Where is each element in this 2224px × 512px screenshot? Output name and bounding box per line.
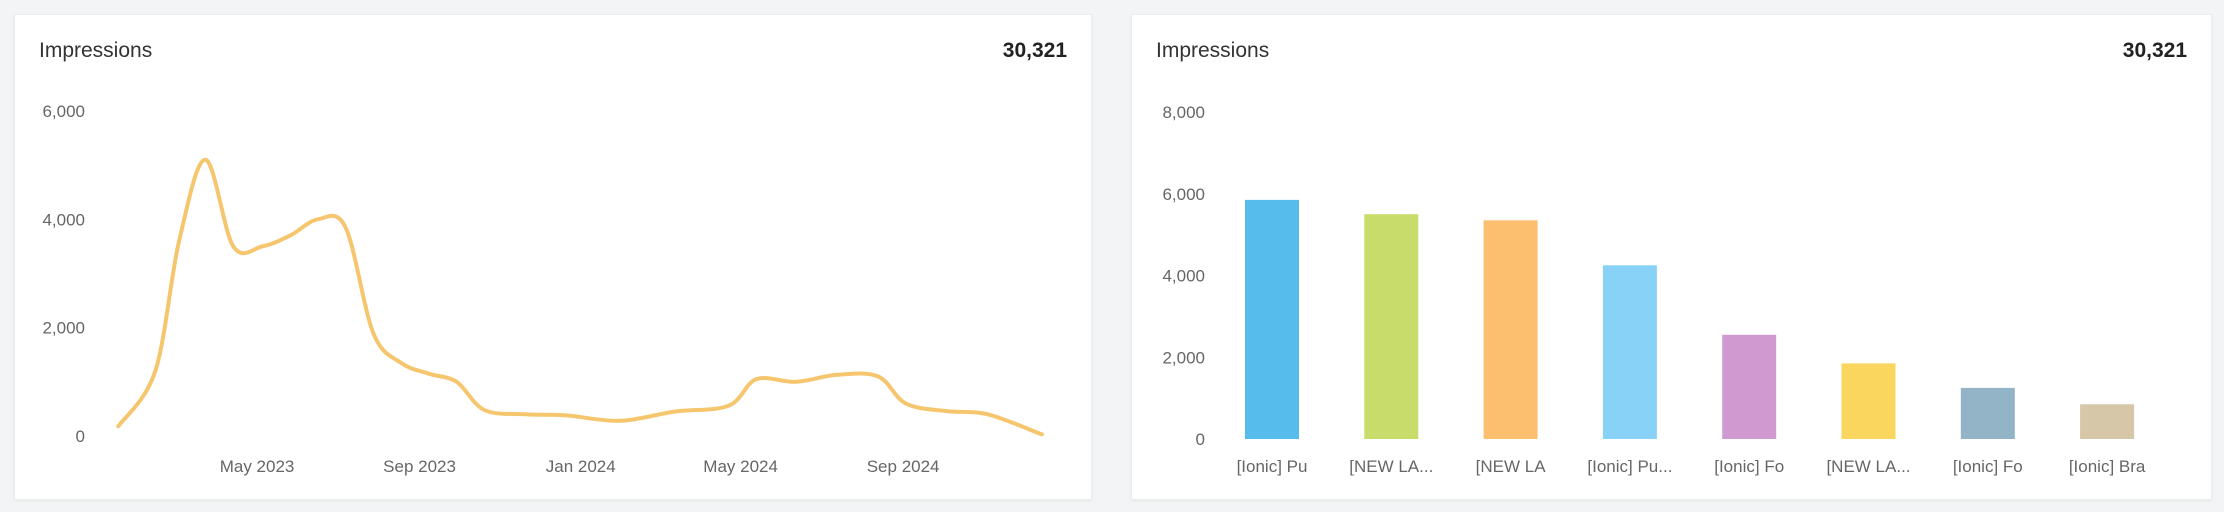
card-title: Impressions	[1156, 39, 1270, 62]
y-tick-label: 8,000	[1162, 103, 1205, 122]
y-tick-label: 4,000	[42, 210, 85, 229]
data-point	[428, 373, 429, 374]
data-point	[317, 219, 318, 220]
data-point	[155, 371, 156, 372]
y-tick-label: 4,000	[1162, 267, 1205, 286]
bar	[1841, 363, 1896, 439]
y-tick-label: 2,000	[1162, 348, 1205, 367]
impressions-line	[116, 157, 1044, 437]
bar	[1602, 265, 1657, 439]
x-tick-label: Sep 2023	[383, 457, 456, 476]
y-tick-label: 0	[76, 427, 85, 446]
bar	[1722, 334, 1777, 439]
data-point	[620, 420, 621, 421]
data-point	[946, 411, 947, 412]
x-tick-label: [NEW LA...	[1349, 457, 1433, 476]
y-tick-label: 2,000	[42, 319, 85, 338]
data-point	[756, 379, 757, 380]
y-tick-label: 6,000	[1162, 185, 1205, 204]
data-point	[262, 246, 263, 247]
y-tick-label: 6,000	[42, 102, 85, 121]
data-point	[987, 414, 988, 415]
bar	[1364, 214, 1419, 439]
data-point	[118, 426, 119, 427]
data-point	[796, 381, 797, 382]
data-point	[179, 241, 180, 242]
line-chart: 0 2,000 4,000 6,000 May 2023 Sep 2023 Jan 2024…	[42, 102, 1044, 476]
x-tick-label: [Ionic] Fo	[1714, 457, 1784, 476]
data-point	[566, 415, 567, 416]
y-tick-label: 0	[1196, 430, 1205, 449]
impressions-line-card: Impressions 30,321 0 2,000 4,000 6,000 May 2…	[14, 14, 1092, 500]
x-tick-label: May 2023	[220, 457, 295, 476]
data-point	[373, 333, 374, 334]
x-tick-label: [Ionic] Fo	[1953, 457, 2023, 476]
bar	[2080, 404, 2135, 439]
x-tick-label: Jan 2024	[546, 457, 616, 476]
bar-chart: 0 2,000 4,000 6,000 8,000 [Ionic] Pu [NEW LA..…	[1162, 103, 2146, 476]
data-point	[233, 246, 234, 247]
bar	[1960, 387, 2015, 439]
x-tick-label: [Ionic] Bra	[2069, 457, 2146, 476]
data-point	[728, 405, 729, 406]
bar	[1483, 220, 1538, 439]
impressions-total: 30,321	[2122, 39, 2187, 62]
x-tick-label: May 2024	[703, 457, 778, 476]
impressions-total: 30,321	[1002, 39, 1067, 62]
card-title: Impressions	[39, 39, 153, 62]
x-tick-label: Sep 2024	[867, 457, 940, 476]
data-point	[837, 374, 838, 375]
data-point	[878, 376, 879, 377]
data-point	[290, 235, 291, 236]
x-tick-label: [Ionic] Pu...	[1587, 457, 1672, 476]
data-point	[1041, 434, 1042, 435]
bar	[1245, 199, 1299, 439]
data-point	[484, 410, 485, 411]
data-point	[456, 381, 457, 382]
data-point	[674, 411, 675, 412]
x-tick-label: [NEW LA...	[1826, 457, 1910, 476]
impressions-bar-card: Impressions 30,321 0 2,000 4,000 6,000 8,000…	[1131, 14, 2212, 500]
data-point	[345, 227, 346, 228]
x-tick-label: [NEW LA	[1476, 457, 1547, 476]
data-point	[401, 362, 402, 363]
data-point	[905, 403, 906, 404]
data-point	[525, 414, 526, 415]
data-point	[205, 159, 206, 160]
x-tick-label: [Ionic] Pu	[1237, 457, 1308, 476]
